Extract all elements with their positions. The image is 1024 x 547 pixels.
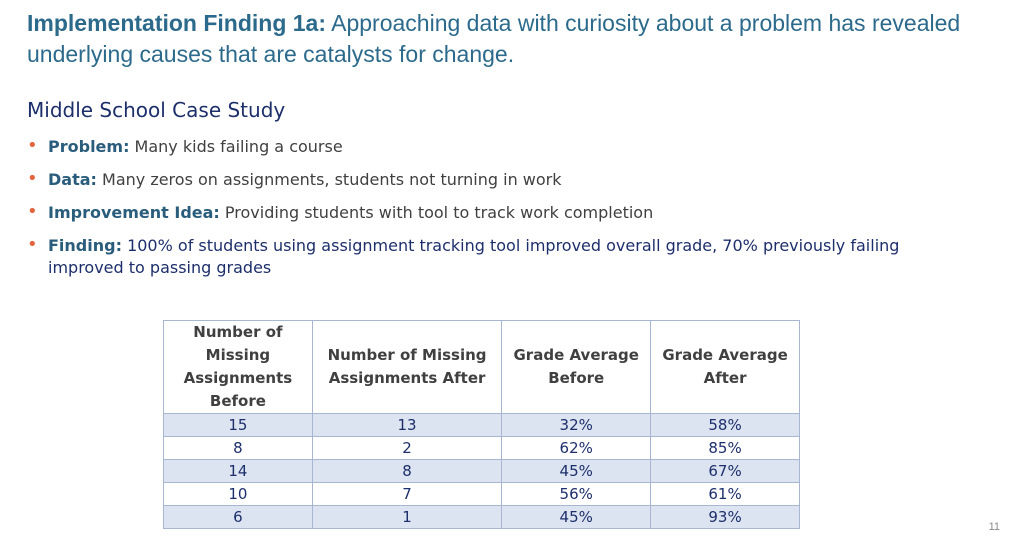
cell-missing-after: 7 — [311, 482, 503, 506]
title-bold-lead: Implementation Finding 1a: — [27, 10, 327, 36]
cell-grade-before: 56% — [501, 482, 652, 506]
cell-grade-after: 67% — [650, 459, 800, 483]
table-row: 8 2 62% 85% — [163, 436, 800, 460]
cell-missing-after: 2 — [311, 436, 503, 460]
cell-grade-before: 45% — [501, 505, 652, 529]
bullet-label: Improvement Idea: — [48, 203, 220, 222]
cell-grade-before: 45% — [501, 459, 652, 483]
cell-grade-after: 93% — [650, 505, 800, 529]
cell-grade-before: 32% — [501, 413, 652, 437]
bullet-label: Finding: — [48, 236, 122, 255]
page-number: 11 — [988, 521, 1000, 533]
cell-missing-before: 14 — [163, 459, 313, 483]
table-row: 14 8 45% 67% — [163, 459, 800, 483]
header-missing-before: Number of Missing Assignments Before — [163, 320, 313, 414]
cell-missing-before: 15 — [163, 413, 313, 437]
cell-grade-before: 62% — [501, 436, 652, 460]
cell-missing-after: 13 — [311, 413, 503, 437]
bullet-data: • Data: Many zeros on assignments, stude… — [27, 168, 947, 191]
bullet-text: Providing students with tool to track wo… — [219, 203, 654, 222]
cell-missing-before: 6 — [163, 505, 313, 529]
bullet-dot-icon: • — [27, 234, 38, 255]
cell-grade-after: 58% — [650, 413, 800, 437]
cell-missing-before: 8 — [163, 436, 313, 460]
table-row: 6 1 45% 93% — [163, 505, 800, 529]
title-text: Approaching data with curiosity about a … — [27, 10, 961, 67]
cell-grade-after: 61% — [650, 482, 800, 506]
bullet-dot-icon: • — [27, 135, 38, 156]
bullet-text: Many kids failing a course — [129, 137, 343, 156]
header-grade-before: Grade Average Before — [501, 320, 652, 414]
bullet-text: 100% of students using assignment tracki… — [48, 236, 900, 277]
bullet-list: • Problem: Many kids failing a course • … — [27, 135, 947, 290]
slide-title: Implementation Finding 1a: Approaching d… — [27, 8, 987, 70]
bullet-problem: • Problem: Many kids failing a course — [27, 135, 947, 158]
header-grade-after: Grade Average After — [650, 320, 800, 414]
cell-grade-after: 85% — [650, 436, 800, 460]
table-header-row: Number of Missing Assignments Before Num… — [163, 320, 800, 414]
bullet-improvement-idea: • Improvement Idea: Providing students w… — [27, 201, 947, 224]
cell-missing-after: 8 — [311, 459, 503, 483]
cell-missing-before: 10 — [163, 482, 313, 506]
bullet-finding: • Finding: 100% of students using assign… — [27, 234, 947, 279]
bullet-text: Many zeros on assignments, students not … — [96, 170, 562, 189]
case-study-subtitle: Middle School Case Study — [27, 98, 286, 122]
bullet-label: Problem: — [48, 137, 130, 156]
header-missing-after: Number of Missing Assignments After — [311, 320, 503, 414]
table-row: 15 13 32% 58% — [163, 413, 800, 437]
case-study-table: Number of Missing Assignments Before Num… — [163, 320, 800, 529]
bullet-label: Data: — [48, 170, 97, 189]
cell-missing-after: 1 — [311, 505, 503, 529]
table-row: 10 7 56% 61% — [163, 482, 800, 506]
bullet-dot-icon: • — [27, 201, 38, 222]
bullet-dot-icon: • — [27, 168, 38, 189]
